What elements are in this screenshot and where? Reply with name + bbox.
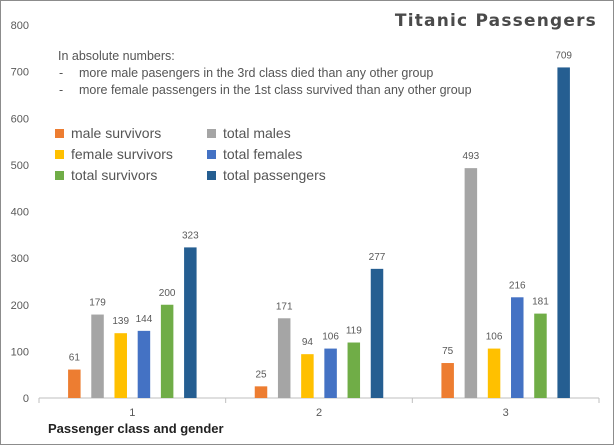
bar [114, 333, 127, 398]
bar [301, 354, 314, 398]
legend-swatch [207, 170, 216, 180]
bar [277, 318, 291, 398]
y-tick-label: 400 [11, 207, 29, 219]
legend-swatch [55, 149, 64, 159]
bar [347, 342, 361, 398]
legend-label: total females [223, 146, 303, 162]
y-tick-label: 0 [23, 393, 29, 405]
bar-value-label: 200 [159, 288, 176, 299]
legend-item: female survivors [55, 144, 207, 164]
bar-value-label: 144 [136, 314, 153, 325]
legend-swatch [55, 128, 64, 138]
bar [68, 369, 81, 398]
legend-item: total females [207, 144, 357, 164]
legend-label: total passengers [223, 167, 326, 183]
bar-value-label: 106 [322, 332, 339, 343]
y-tick-label: 500 [11, 160, 29, 172]
bar-value-label: 277 [369, 252, 386, 263]
bar-value-label: 75 [442, 346, 454, 357]
annotation-bullet: - more female passengers in the 1st clas… [59, 83, 472, 97]
bar-value-label: 179 [89, 298, 106, 309]
bar [511, 297, 524, 398]
legend-label: total survivors [71, 167, 158, 183]
legend-item: total males [207, 123, 357, 143]
legend-item: male survivors [55, 123, 207, 143]
annotation-bullet-text: more female passengers in the 1st class … [79, 83, 472, 97]
bar-value-label: 139 [112, 316, 129, 327]
y-tick-label: 200 [11, 300, 29, 312]
legend-swatch [207, 149, 216, 159]
bar-value-label: 181 [532, 297, 549, 308]
legend-swatch [207, 128, 216, 138]
y-tick-label: 100 [11, 346, 29, 358]
bar-value-label: 119 [346, 326, 362, 337]
legend: male survivors total males female surviv… [55, 123, 357, 185]
bar [487, 348, 501, 398]
bar-value-label: 106 [486, 332, 503, 343]
bar [557, 67, 570, 399]
chart-title: Titanic Passengers [394, 11, 597, 31]
legend-swatch [55, 170, 64, 180]
y-tick-label: 700 [11, 67, 29, 79]
bar-value-label: 171 [276, 301, 293, 312]
bar-value-label: 709 [555, 50, 572, 61]
legend-label: male survivors [71, 125, 162, 141]
x-tick-label: 3 [503, 407, 509, 419]
legend-label: female survivors [71, 146, 173, 162]
bar [324, 348, 337, 398]
bar [160, 304, 174, 398]
bar-value-label: 323 [182, 230, 199, 241]
bar [137, 330, 151, 398]
legend-item: total survivors [55, 165, 207, 185]
annotation-bullet: - more male pasengers in the 3rd class d… [59, 66, 434, 80]
legend-item: total passengers [207, 165, 357, 185]
bar-value-label: 493 [463, 151, 480, 162]
bar [534, 313, 547, 398]
x-axis-title: Passenger class and gender [48, 421, 224, 436]
bar [254, 386, 268, 398]
y-tick-label: 300 [11, 253, 29, 265]
annotation-box: In absolute numbers: - more male pasenge… [58, 48, 472, 99]
y-tick-label: 600 [11, 113, 29, 125]
bar [464, 168, 478, 398]
bar [91, 314, 104, 398]
annotation-bullet-text: more male pasengers in the 3rd class die… [79, 66, 434, 80]
annotation-intro: In absolute numbers: [58, 49, 175, 63]
y-tick-label: 800 [11, 20, 29, 32]
x-tick-label: 2 [316, 407, 322, 419]
bar [441, 363, 454, 398]
bar [370, 268, 384, 398]
bar-value-label: 25 [255, 369, 267, 380]
bar-value-label: 216 [509, 280, 526, 291]
bar-value-label: 94 [302, 337, 314, 348]
x-tick-label: 1 [129, 407, 135, 419]
bar [184, 247, 197, 398]
legend-label: total males [223, 125, 291, 141]
bar-value-label: 61 [69, 353, 81, 364]
